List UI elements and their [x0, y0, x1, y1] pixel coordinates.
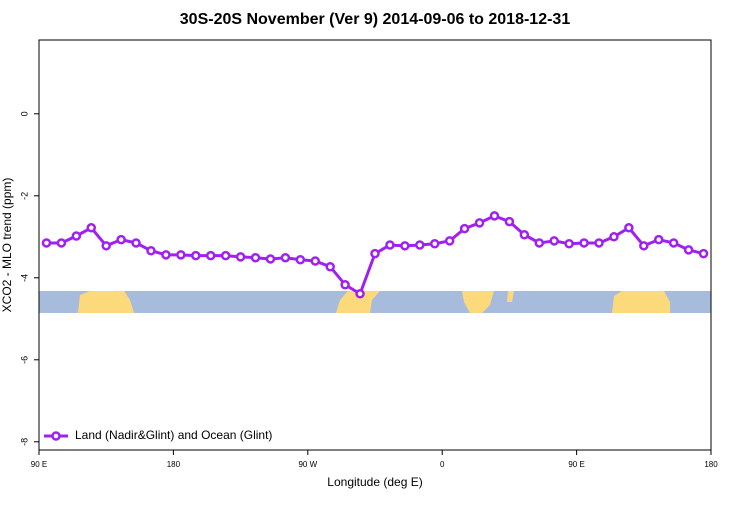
point — [370, 248, 380, 259]
y-tick-label: -4 — [19, 274, 29, 282]
point — [519, 230, 530, 240]
chart-title: 30S-20S November (Ver 9) 2014-09-06 to 2… — [180, 11, 571, 28]
point — [668, 238, 679, 248]
map-band — [39, 291, 711, 313]
x-tick-label: 90 W — [298, 460, 317, 469]
point — [653, 234, 664, 245]
legend-marker — [51, 431, 61, 441]
land — [612, 291, 670, 313]
point — [444, 236, 455, 246]
point — [340, 280, 350, 290]
point — [415, 240, 425, 250]
point — [594, 238, 604, 248]
point — [310, 256, 321, 266]
ocean — [39, 291, 711, 313]
point — [355, 289, 365, 299]
y-tick-label: -6 — [19, 356, 29, 364]
point — [220, 250, 231, 261]
x-axis-title: Longitude (deg E) — [327, 475, 422, 489]
plot-frame — [38, 39, 712, 451]
point — [549, 236, 559, 246]
point — [474, 218, 485, 228]
point — [459, 223, 470, 234]
point — [429, 239, 440, 249]
point — [489, 211, 500, 221]
point — [295, 255, 306, 265]
y-tick-label: -2 — [19, 192, 29, 200]
point — [698, 248, 709, 259]
point — [265, 254, 276, 264]
y-tick-label: 0 — [19, 111, 29, 116]
point — [205, 250, 216, 261]
land — [336, 291, 380, 313]
point — [534, 238, 545, 248]
point — [41, 238, 52, 248]
point — [564, 239, 574, 249]
point — [235, 252, 246, 262]
point — [579, 238, 589, 248]
point — [191, 250, 201, 261]
point — [280, 252, 291, 263]
point — [400, 241, 410, 251]
point — [131, 238, 141, 248]
point — [250, 252, 261, 263]
x-tick-label: 180 — [704, 460, 718, 469]
point — [325, 261, 335, 272]
point — [609, 232, 619, 242]
x-tick-label: 90 E — [31, 460, 47, 469]
point — [161, 250, 171, 260]
point — [385, 240, 395, 250]
y-axis-title: XCO2 - MLO trend (ppm) — [0, 178, 14, 313]
y-tick-label: -8 — [19, 438, 29, 446]
point — [56, 238, 67, 248]
point — [101, 241, 111, 251]
x-tick-label: 0 — [440, 460, 445, 469]
point — [176, 250, 186, 260]
point — [146, 245, 156, 256]
point — [71, 231, 82, 241]
point — [683, 245, 694, 255]
x-tick-label: 180 — [167, 460, 181, 469]
point — [624, 223, 634, 233]
point — [86, 223, 97, 233]
land — [507, 291, 514, 302]
point — [116, 234, 126, 245]
point — [504, 216, 515, 227]
x-tick-label: 90 E — [568, 460, 584, 469]
point — [639, 241, 649, 251]
legend-label: Land (Nadir&Glint) and Ocean (Glint) — [75, 428, 272, 442]
land — [78, 291, 134, 313]
land — [462, 291, 494, 313]
